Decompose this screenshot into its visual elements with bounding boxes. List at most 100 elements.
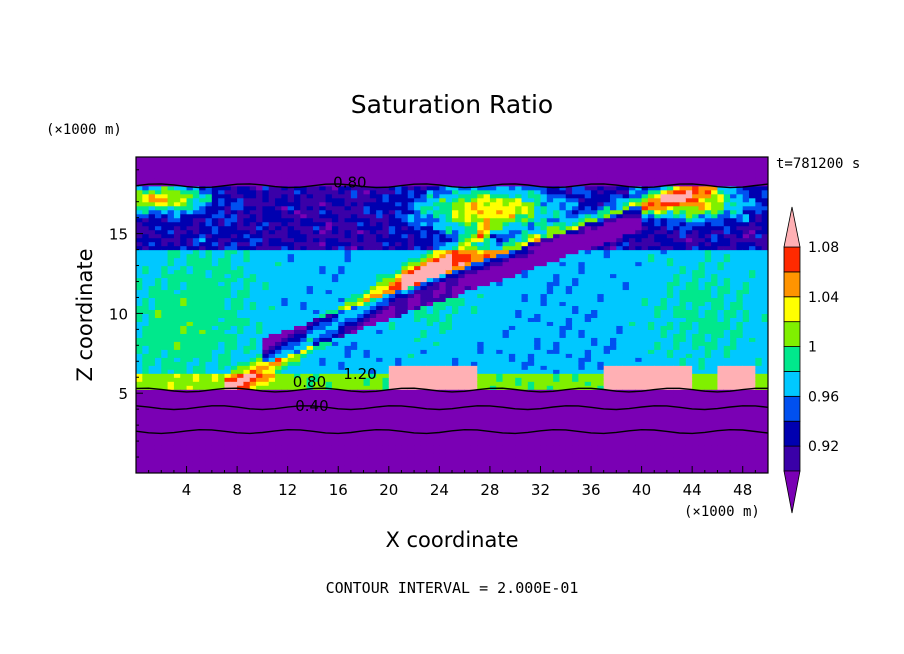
field-cell — [420, 381, 428, 386]
field-cell — [300, 261, 308, 267]
field-cell — [224, 269, 232, 275]
field-cell — [300, 265, 308, 271]
field-cell — [154, 305, 162, 311]
field-cell — [420, 217, 428, 223]
field-cell — [420, 233, 428, 239]
field-cell — [319, 333, 327, 338]
field-cell — [502, 349, 510, 354]
field-cell — [395, 357, 403, 362]
field-cell — [180, 277, 188, 283]
field-cell — [154, 309, 162, 314]
field-cell — [470, 169, 478, 175]
field-cell — [363, 381, 371, 386]
field-cell — [458, 193, 466, 199]
field-cell — [281, 169, 289, 175]
field-cell — [268, 393, 276, 398]
field-cell — [154, 413, 162, 418]
field-cell — [496, 213, 504, 219]
field-cell — [294, 401, 301, 406]
field-cell — [407, 269, 415, 275]
field-cell — [414, 429, 421, 434]
field-cell — [508, 353, 516, 358]
field-cell — [439, 277, 447, 283]
field-cell — [331, 405, 339, 410]
field-cell — [312, 333, 320, 338]
field-cell — [382, 237, 390, 243]
field-cell — [173, 401, 181, 406]
field-cell — [445, 365, 453, 370]
field-cell — [433, 181, 440, 187]
field-cell — [439, 393, 447, 398]
field-cell — [154, 429, 162, 434]
field-cell — [376, 381, 384, 386]
field-cell — [312, 421, 320, 426]
field-cell — [407, 297, 415, 303]
field-cell — [136, 249, 143, 255]
field-cell — [294, 377, 301, 382]
field-cell — [508, 365, 516, 370]
field-cell — [230, 173, 238, 179]
field-cell — [312, 265, 320, 271]
field-cell — [477, 157, 485, 163]
field-cell — [205, 353, 213, 358]
field-cell — [477, 225, 485, 231]
field-cell — [452, 209, 459, 215]
field-cell — [338, 385, 346, 390]
field-cell — [167, 177, 175, 183]
field-cell — [395, 293, 403, 299]
field-cell — [527, 361, 535, 366]
field-cell — [325, 209, 333, 215]
field-cell — [357, 381, 365, 386]
field-cell — [331, 189, 339, 195]
field-cell — [306, 165, 314, 171]
field-cell — [363, 417, 371, 422]
field-cell — [420, 313, 428, 318]
field-cell — [401, 409, 409, 414]
field-cell — [338, 205, 346, 211]
field-cell — [388, 397, 396, 402]
field-cell — [338, 401, 346, 406]
field-cell — [433, 365, 440, 370]
field-cell — [275, 209, 282, 215]
field-cell — [142, 285, 150, 291]
field-cell — [167, 449, 175, 454]
field-cell — [186, 289, 194, 295]
field-cell — [300, 301, 308, 307]
field-cell — [395, 273, 403, 279]
field-cell — [426, 433, 434, 438]
field-cell — [325, 273, 333, 279]
field-cell — [142, 213, 150, 219]
field-cell — [331, 441, 339, 446]
field-cell — [363, 157, 371, 163]
field-cell — [363, 393, 371, 398]
field-cell — [357, 441, 365, 446]
field-cell — [224, 265, 232, 271]
field-cell — [294, 281, 301, 287]
field-cell — [458, 173, 466, 179]
field-cell — [470, 469, 478, 473]
field-cell — [382, 269, 390, 275]
field-cell — [331, 469, 339, 473]
field-cell — [287, 181, 295, 187]
field-cell — [338, 221, 346, 227]
field-cell — [300, 449, 308, 454]
field-cell — [496, 421, 504, 426]
field-cell — [256, 301, 263, 307]
field-cell — [376, 441, 384, 446]
field-cell — [331, 245, 339, 251]
field-cell — [325, 185, 333, 191]
field-cell — [211, 333, 219, 338]
field-cell — [148, 309, 156, 314]
field-cell — [173, 237, 181, 243]
field-cell — [401, 293, 409, 299]
field-cell — [515, 289, 523, 295]
field-cell — [407, 461, 415, 466]
field-cell — [350, 321, 358, 326]
field-cell — [180, 265, 188, 271]
field-cell — [268, 353, 276, 358]
field-cell — [243, 249, 251, 255]
field-cell — [249, 421, 257, 426]
field-cell — [527, 393, 535, 398]
field-cell — [338, 281, 346, 287]
field-cell — [496, 177, 504, 183]
